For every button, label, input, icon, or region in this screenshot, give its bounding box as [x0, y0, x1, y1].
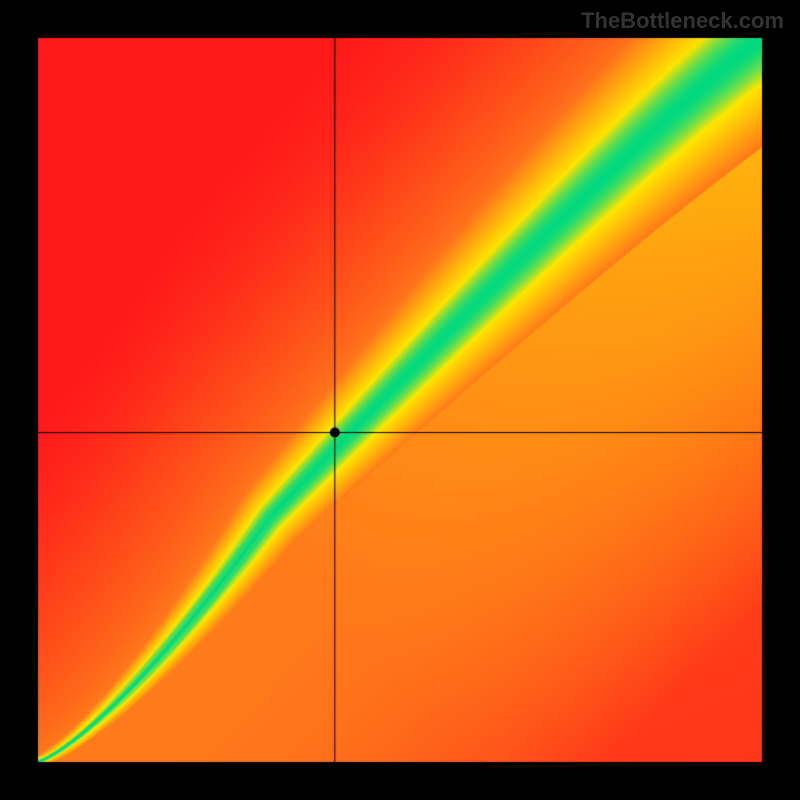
chart-container: TheBottleneck.com — [0, 0, 800, 800]
watermark-label: TheBottleneck.com — [581, 8, 784, 34]
heatmap-canvas — [0, 0, 800, 800]
